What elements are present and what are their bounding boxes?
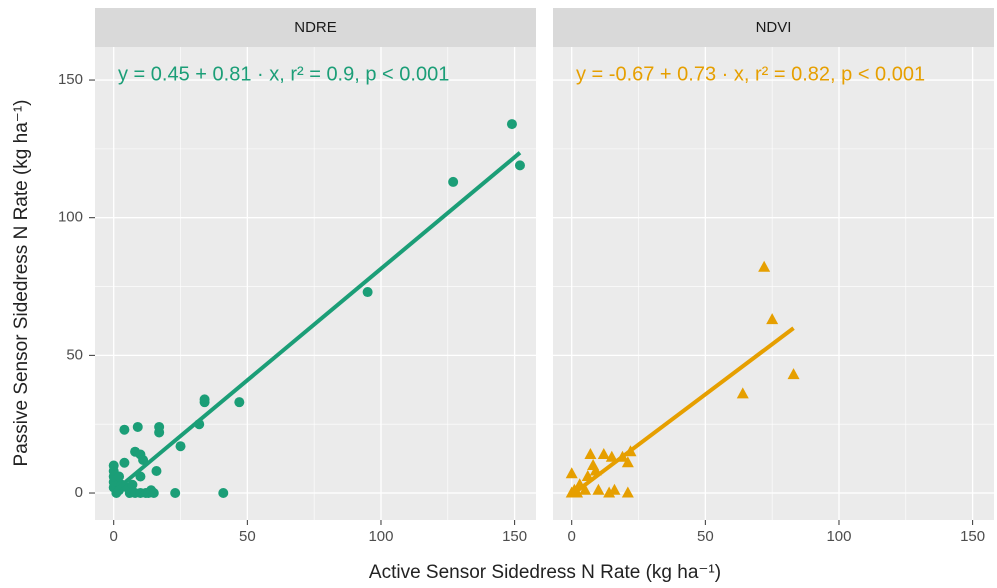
x-tick-label: 100 <box>826 528 851 545</box>
point <box>758 260 771 272</box>
point <box>170 488 181 499</box>
point <box>119 424 130 435</box>
point <box>597 447 610 459</box>
point <box>448 176 459 187</box>
point <box>154 421 165 432</box>
point <box>218 488 229 499</box>
point <box>621 456 634 468</box>
facet-title: NDVI <box>756 19 792 36</box>
point <box>736 387 749 399</box>
point <box>114 471 125 482</box>
point <box>175 441 186 452</box>
panel <box>553 47 994 520</box>
point <box>506 119 517 130</box>
point <box>151 465 162 476</box>
point <box>108 460 119 471</box>
point <box>608 483 621 495</box>
point <box>605 450 618 462</box>
point <box>787 368 800 380</box>
point <box>132 421 143 432</box>
x-tick-label: 150 <box>960 528 985 545</box>
point <box>584 447 597 459</box>
point <box>138 454 149 465</box>
x-tick-label: 100 <box>368 528 393 545</box>
x-tick-label: 50 <box>239 528 256 545</box>
point <box>565 467 578 479</box>
x-tick-label: 0 <box>568 528 576 545</box>
annotation: y = -0.67 + 0.73 · x, r² = 0.82, p < 0.0… <box>576 63 925 85</box>
point <box>621 486 634 498</box>
x-tick-label: 150 <box>502 528 527 545</box>
point <box>592 483 605 495</box>
facet-title: NDRE <box>294 19 337 36</box>
y-tick-label: 50 <box>66 346 83 363</box>
y-tick-label: 100 <box>58 209 83 226</box>
x-axis-title: Active Sensor Sidedress N Rate (kg ha⁻¹) <box>369 562 721 583</box>
strip <box>553 8 994 47</box>
fit-line <box>570 326 795 497</box>
point <box>119 457 130 468</box>
point <box>127 479 138 490</box>
point <box>148 488 159 499</box>
x-tick-label: 0 <box>110 528 118 545</box>
point <box>234 397 245 408</box>
point <box>514 160 525 171</box>
y-tick-label: 150 <box>58 71 83 88</box>
strip <box>95 8 536 47</box>
point <box>766 313 779 325</box>
point <box>579 483 592 495</box>
fit-line <box>112 151 522 494</box>
annotation: y = 0.45 + 0.81 · x, r² = 0.9, p < 0.001 <box>118 63 449 85</box>
point <box>362 287 373 298</box>
x-tick-label: 50 <box>697 528 714 545</box>
y-tick-label: 0 <box>75 484 83 501</box>
point <box>603 486 616 498</box>
point <box>199 394 210 405</box>
panel <box>95 47 536 520</box>
y-axis-title: Passive Sensor Sidedress N Rate (kg ha⁻¹… <box>11 100 32 467</box>
